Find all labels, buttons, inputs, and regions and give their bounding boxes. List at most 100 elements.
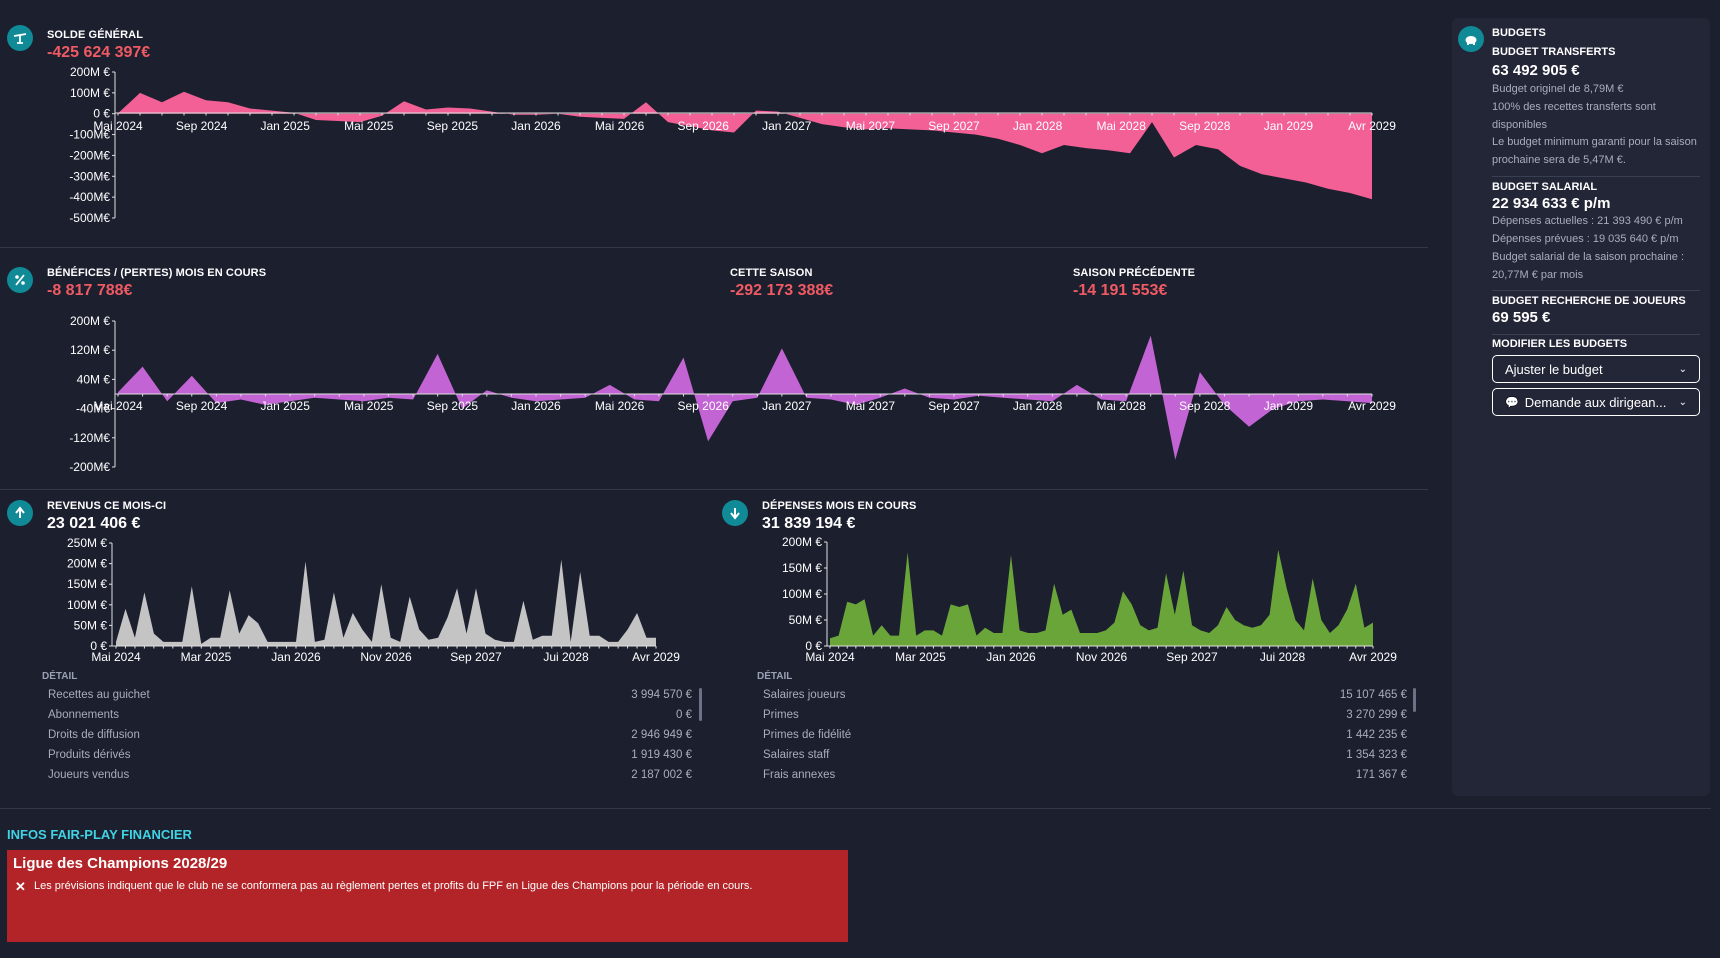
x-tick-label: Sep 2027: [928, 119, 980, 133]
transfer-note-percent: 100% des recettes transferts sont dispon…: [1492, 101, 1656, 131]
expense-detail-row[interactable]: Salaires joueurs 15 107 465 €: [763, 685, 1407, 705]
revenue-detail-row[interactable]: Joueurs vendus 2 187 002 €: [48, 765, 692, 785]
y-tick-label: 200M €: [70, 65, 110, 79]
percent-icon: [15, 274, 25, 286]
detail-row-name: Produits dérivés: [48, 749, 131, 761]
wage-note-planned: Dépenses prévues : 19 035 640 € p/m: [1492, 233, 1679, 245]
x-tick-label: Sep 2026: [678, 399, 730, 413]
x-tick-label: Avr 2029: [1348, 399, 1396, 413]
x-tick-label: Mai 2024: [805, 650, 855, 664]
wage-note-next-season: Budget salarial de la saison prochaine :…: [1492, 251, 1685, 281]
adjust-budget-dropdown[interactable]: Ajuster le budget ⌄: [1492, 355, 1700, 383]
detail-row-amount: 3 270 299 €: [1346, 709, 1407, 721]
x-tick-label: Jan 2027: [762, 119, 812, 133]
revenue-scrollbar[interactable]: [699, 688, 702, 721]
x-tick-label: Sep 2026: [678, 119, 730, 133]
y-tick-label: 0 €: [805, 639, 822, 653]
series-area: [118, 91, 1372, 200]
x-tick-label: Jan 2029: [1264, 399, 1314, 413]
piggy-bank-icon: [1465, 36, 1477, 45]
expense-detail-row[interactable]: Frais annexes 171 367 €: [763, 765, 1407, 785]
series-area: [116, 559, 656, 646]
transfer-note-minimum: Le budget minimum garanti pour la saison…: [1492, 136, 1697, 166]
x-tick-label: Sep 2027: [928, 399, 980, 413]
expense-detail-label: DÉTAIL: [757, 671, 793, 682]
y-tick-label: 200M €: [70, 314, 110, 328]
adjust-budget-label: Ajuster le budget: [1505, 361, 1603, 377]
expense-detail-row[interactable]: Salaires staff 1 354 323 €: [763, 745, 1407, 765]
y-tick-label: 150M €: [782, 561, 822, 575]
profit-section-icon: [7, 267, 33, 293]
detail-row-name: Salaires joueurs: [763, 689, 846, 701]
y-tick-label: 40M €: [77, 372, 111, 386]
y-tick-label: -100M€: [69, 128, 110, 142]
y-tick-label: 0 €: [93, 107, 110, 121]
x-tick-label: Jan 2028: [1013, 399, 1063, 413]
x-tick-label: Mai 2026: [595, 119, 645, 133]
request-board-dropdown[interactable]: 💬 Demande aux dirigean... ⌄: [1492, 388, 1700, 416]
y-tick-label: -400M€: [69, 190, 110, 204]
detail-row-amount: 1 919 430 €: [631, 749, 692, 761]
profit-value: -8 817 788€: [47, 282, 133, 299]
x-tick-label: Jan 2028: [1013, 119, 1063, 133]
season-value: -292 173 388€: [730, 282, 834, 299]
revenue-detail-row[interactable]: Abonnements 0 €: [48, 705, 692, 725]
chevron-down-icon: ⌄: [1678, 396, 1687, 408]
x-tick-label: Mai 2028: [1097, 399, 1147, 413]
y-tick-label: -40M€: [76, 402, 110, 416]
expense-label: DÉPENSES MOIS EN COURS: [762, 500, 917, 512]
detail-row-amount: 15 107 465 €: [1339, 689, 1407, 701]
revenue-detail-row[interactable]: Droits de diffusion 2 946 949 €: [48, 725, 692, 745]
x-tick-label: Sep 2028: [1179, 399, 1231, 413]
transfer-note-original: Budget originel de 8,79M €: [1492, 83, 1624, 95]
x-tick-label: Mai 2027: [846, 119, 896, 133]
x-tick-label: Jan 2026: [986, 650, 1036, 664]
revenue-value: 23 021 406 €: [47, 515, 141, 532]
x-tick-label: Sep 2025: [427, 119, 479, 133]
budgets-title: BUDGETS: [1492, 27, 1546, 39]
wage-budget-label: BUDGET SALARIAL: [1492, 181, 1598, 193]
x-tick-label: Sep 2024: [176, 399, 228, 413]
expense-scrollbar[interactable]: [1413, 688, 1416, 712]
section-divider: [0, 808, 1711, 809]
revenue-detail-row[interactable]: Produits dérivés 1 919 430 €: [48, 745, 692, 765]
modify-budgets-label: MODIFIER LES BUDGETS: [1492, 338, 1628, 350]
x-tick-label: Mar 2025: [181, 650, 232, 664]
detail-row-name: Abonnements: [48, 709, 119, 721]
revenue-detail-row[interactable]: Recettes au guichet 3 994 570 €: [48, 685, 692, 705]
panel-separator: [1492, 290, 1700, 291]
detail-row-amount: 0 €: [676, 709, 692, 721]
expense-detail-row[interactable]: Primes 3 270 299 €: [763, 705, 1407, 725]
expense-value: 31 839 194 €: [762, 515, 856, 532]
ffp-message: Les prévisions indiquent que le club ne …: [34, 880, 753, 892]
series-area: [830, 549, 1373, 646]
x-tick-label: Jan 2026: [511, 119, 561, 133]
wage-note-current: Dépenses actuelles : 21 393 490 € p/m: [1492, 215, 1683, 227]
detail-row-amount: 3 994 570 €: [631, 689, 692, 701]
y-tick-label: 50M €: [74, 618, 108, 632]
y-tick-label: -200M€: [69, 460, 110, 474]
detail-row-amount: 1 442 235 €: [1346, 729, 1407, 741]
x-tick-label: Nov 2026: [1076, 650, 1128, 664]
x-tick-label: Jan 2025: [261, 399, 311, 413]
detail-row-name: Joueurs vendus: [48, 769, 130, 781]
y-tick-label: 150M €: [67, 577, 107, 591]
y-tick-label: -300M€: [69, 169, 110, 183]
section-divider: [0, 247, 1428, 248]
x-tick-label: Sep 2025: [427, 399, 479, 413]
x-tick-label: Jan 2026: [511, 399, 561, 413]
wage-budget-value: 22 934 633 € p/m: [1492, 195, 1611, 212]
chevron-down-icon: ⌄: [1678, 363, 1687, 375]
x-tick-label: Mai 2025: [344, 399, 394, 413]
detail-row-name: Recettes au guichet: [48, 689, 150, 701]
y-tick-label: -200M€: [69, 148, 110, 162]
budgets-panel: BUDGETS BUDGET TRANSFERTS 63 492 905 € B…: [1452, 18, 1710, 796]
arrow-down-icon: [730, 508, 740, 520]
series-area: [118, 335, 1372, 460]
x-tick-label: Sep 2028: [1179, 119, 1231, 133]
detail-row-amount: 1 354 323 €: [1346, 749, 1407, 761]
scouting-budget-label: BUDGET RECHERCHE DE JOUEURS: [1492, 295, 1686, 307]
y-tick-label: 200M €: [782, 535, 822, 549]
expense-detail-row[interactable]: Primes de fidélité 1 442 235 €: [763, 725, 1407, 745]
y-tick-label: -120M€: [69, 431, 110, 445]
